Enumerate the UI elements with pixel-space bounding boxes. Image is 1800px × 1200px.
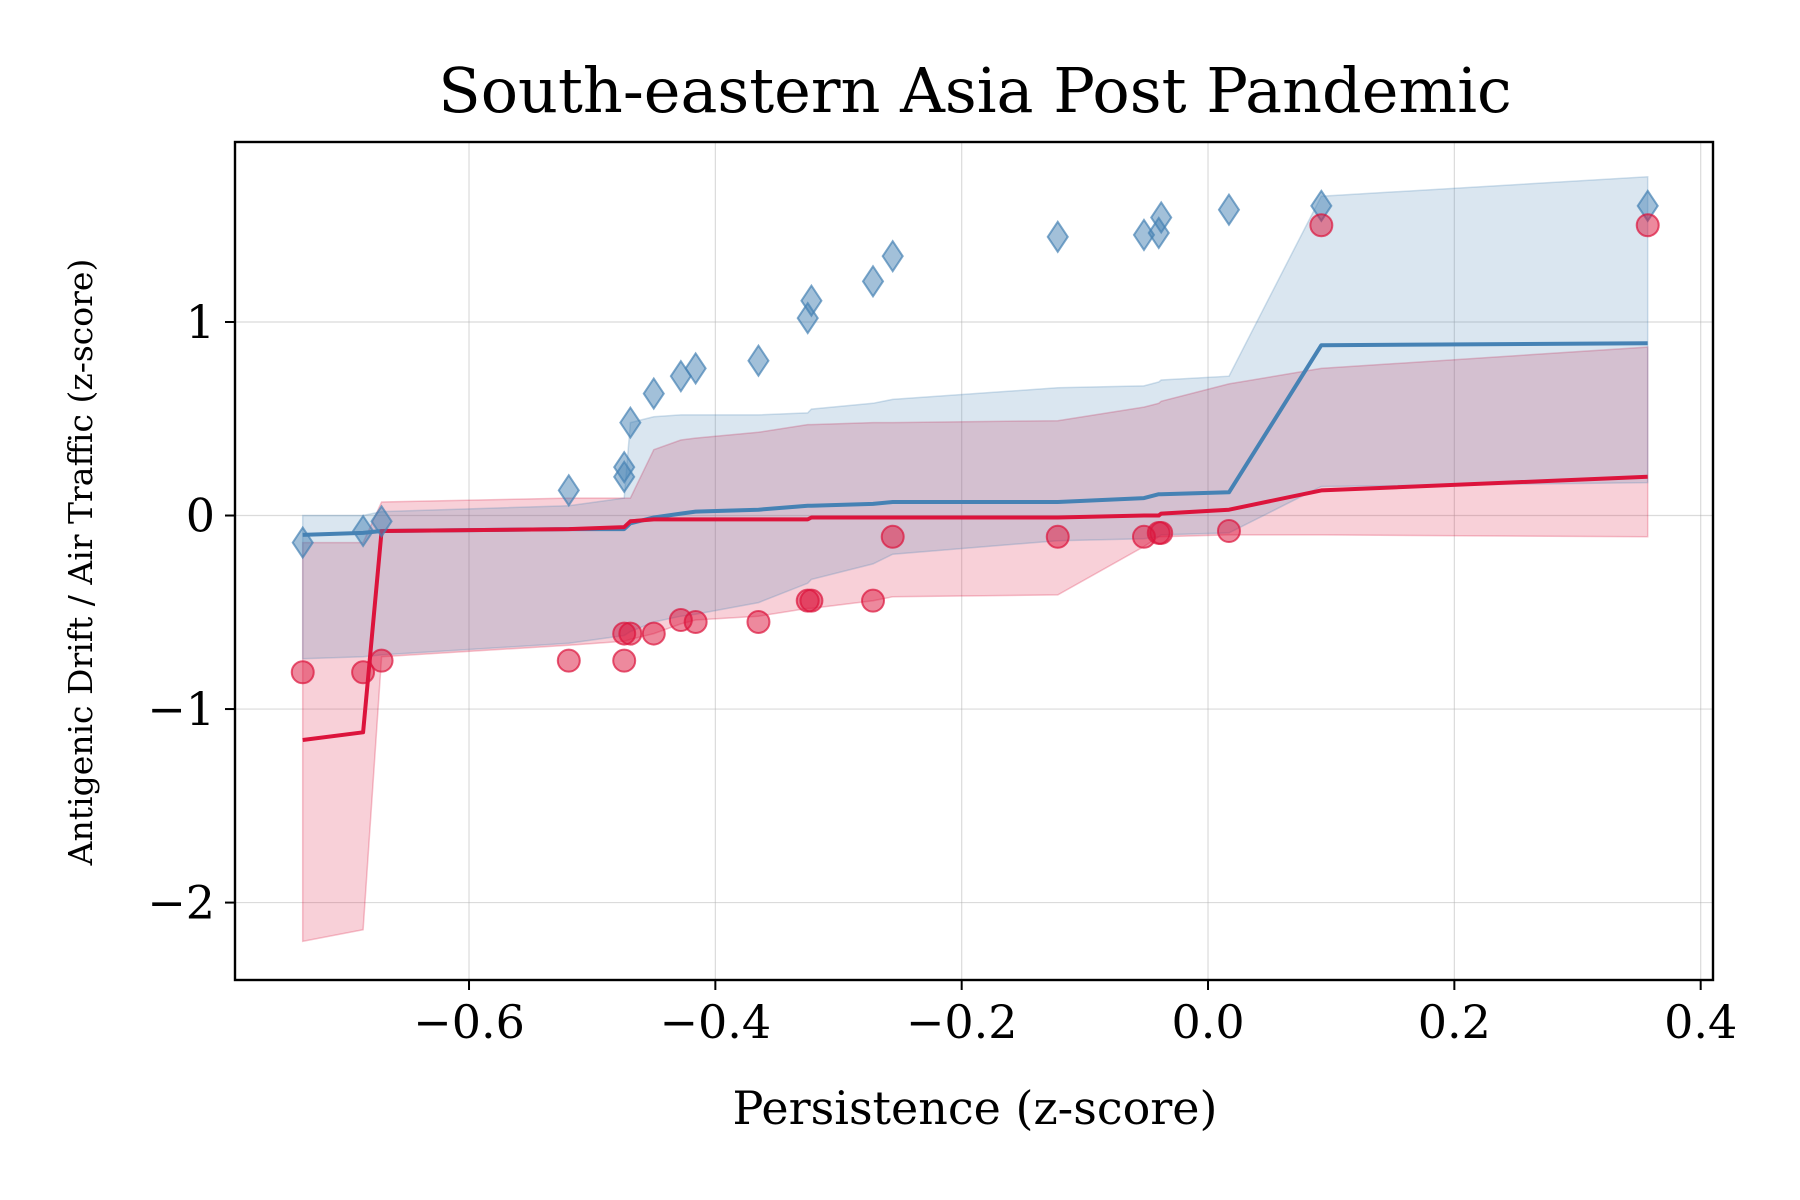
data-point (683, 609, 708, 634)
data-point (1635, 213, 1660, 238)
data-point (1045, 524, 1070, 549)
y-tick-label: −2 (147, 876, 215, 930)
x-tick-label: 0.4 (1664, 995, 1737, 1049)
data-point (800, 283, 823, 318)
x-tick-label: −0.6 (413, 995, 525, 1049)
data-point (861, 588, 886, 613)
data-point (556, 648, 581, 673)
data-point (880, 524, 905, 549)
scatter-points (290, 189, 1660, 685)
data-point (351, 660, 376, 685)
trend-lines (302, 341, 1648, 742)
data-point (291, 525, 314, 560)
data-point (684, 351, 707, 386)
data-point (641, 621, 666, 646)
data-point (881, 239, 904, 273)
data-point (1217, 192, 1241, 227)
data-point (618, 621, 643, 646)
data-point (1216, 519, 1241, 544)
x-axis-label: Persistence (z-score) (733, 1081, 1218, 1135)
x-tick-label: 0.2 (1418, 995, 1491, 1049)
data-point (370, 504, 393, 539)
chart-title: South-eastern Asia Post Pandemic (438, 54, 1512, 127)
data-point (369, 648, 394, 673)
y-tick-label: 1 (186, 295, 215, 349)
data-point (746, 609, 771, 634)
data-point (1046, 220, 1069, 254)
data-point (612, 648, 637, 673)
data-point (557, 473, 580, 508)
data-point (1149, 520, 1174, 545)
data-point (613, 450, 636, 484)
trend-line (302, 474, 1648, 742)
plot-frame (233, 140, 1715, 982)
data-point (799, 588, 824, 613)
data-point (642, 376, 665, 411)
x-tick-label: 0.0 (1171, 995, 1244, 1049)
data-point (351, 514, 375, 548)
x-tick-label: −0.2 (906, 995, 1018, 1049)
data-point (747, 343, 770, 378)
y-tick-label: 0 (186, 489, 215, 543)
x-tick-label: −0.4 (659, 995, 771, 1049)
data-point (290, 660, 315, 685)
data-point (1309, 213, 1334, 238)
y-tick-label: −1 (147, 682, 215, 736)
data-point (619, 405, 642, 440)
data-point (1150, 200, 1173, 235)
y-axis-label: Antigenic Drift / Air Traffic (z-score) (61, 259, 100, 867)
axis-ticks: −0.6 −0.4 −0.2 0.0 0.2 0.4 −2 −1 0 1 (147, 295, 1737, 1049)
data-point (861, 264, 885, 299)
